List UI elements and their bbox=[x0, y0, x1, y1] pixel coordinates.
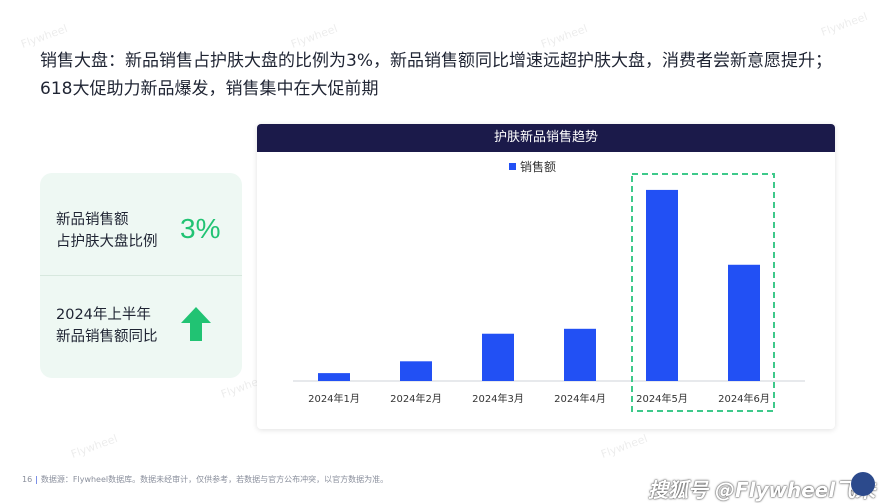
watermark-text: Flywheel bbox=[599, 432, 650, 461]
bar-chart: 销售额 2024年1月 2024年2月 2024年3月 2024年4月 2024年5月 20… bbox=[293, 159, 805, 412]
up-arrow-icon bbox=[181, 307, 211, 341]
x-tick-label: 2024年1月 bbox=[308, 392, 360, 405]
x-tick-label: 2024年2月 bbox=[390, 392, 442, 405]
metric1-value: 3% bbox=[180, 213, 221, 244]
source-note: 数据源：Flywheel数据库。数据未经审计，仅供参考，若数据与官方公布冲突，以… bbox=[40, 475, 389, 484]
brand-watermark: 搜狐号 @Flywheel飞未 bbox=[648, 478, 876, 502]
chart-panel: 护肤新品销售趋势 销售额 2024年1月 2024年2月 2024年3月 2024年4月… bbox=[257, 124, 835, 429]
page-headline: 销售大盘：新品销售占护肤大盘的比例为3%，新品销售额同比增速远超护肤大盘，消费者… bbox=[40, 47, 860, 103]
metric2-label-line1: 2024年上半年 bbox=[56, 307, 151, 323]
kpi-card: 新品销售额 占护肤大盘比例 3% 2024年上半年 新品销售额同比 bbox=[40, 173, 242, 378]
metric1-label: 新品销售额 占护肤大盘比例 bbox=[56, 209, 158, 253]
brand-logo-icon bbox=[851, 472, 875, 496]
watermark-text: Flywheel bbox=[69, 432, 120, 461]
metric1-label-line1: 新品销售额 bbox=[56, 212, 129, 228]
headline-line-2: 618大促助力新品爆发，销售集中在大促前期 bbox=[40, 79, 379, 99]
bar bbox=[728, 264, 760, 381]
metric2-label-line2: 新品销售额同比 bbox=[56, 329, 158, 345]
footer: 16 | 数据源：Flywheel数据库。数据未经审计，仅供参考，若数据与官方公布冲… bbox=[22, 474, 388, 485]
bar bbox=[318, 373, 350, 381]
metric2-label: 2024年上半年 新品销售额同比 bbox=[56, 304, 158, 348]
card-divider bbox=[40, 275, 242, 276]
x-tick-label: 2024年4月 bbox=[554, 392, 606, 405]
legend-label: 销售额 bbox=[520, 159, 556, 174]
bar bbox=[482, 333, 514, 381]
x-tick-label: 2024年5月 bbox=[636, 392, 688, 405]
footer-separator: | bbox=[35, 475, 38, 484]
page-number: 16 bbox=[22, 475, 33, 484]
chart-title: 护肤新品销售趋势 bbox=[257, 124, 835, 152]
legend-swatch bbox=[509, 163, 516, 170]
bar bbox=[646, 189, 678, 381]
headline-line-1: 销售大盘：新品销售占护肤大盘的比例为3%，新品销售额同比增速远超护肤大盘，消费者… bbox=[40, 51, 832, 71]
x-tick-label: 2024年6月 bbox=[718, 392, 770, 405]
x-tick-label: 2024年3月 bbox=[472, 392, 524, 405]
watermark-text: Flywheel bbox=[819, 10, 870, 39]
bar bbox=[400, 361, 432, 381]
metric1-label-line2: 占护肤大盘比例 bbox=[56, 234, 158, 250]
highlight-box bbox=[631, 173, 775, 412]
bar bbox=[564, 328, 596, 381]
